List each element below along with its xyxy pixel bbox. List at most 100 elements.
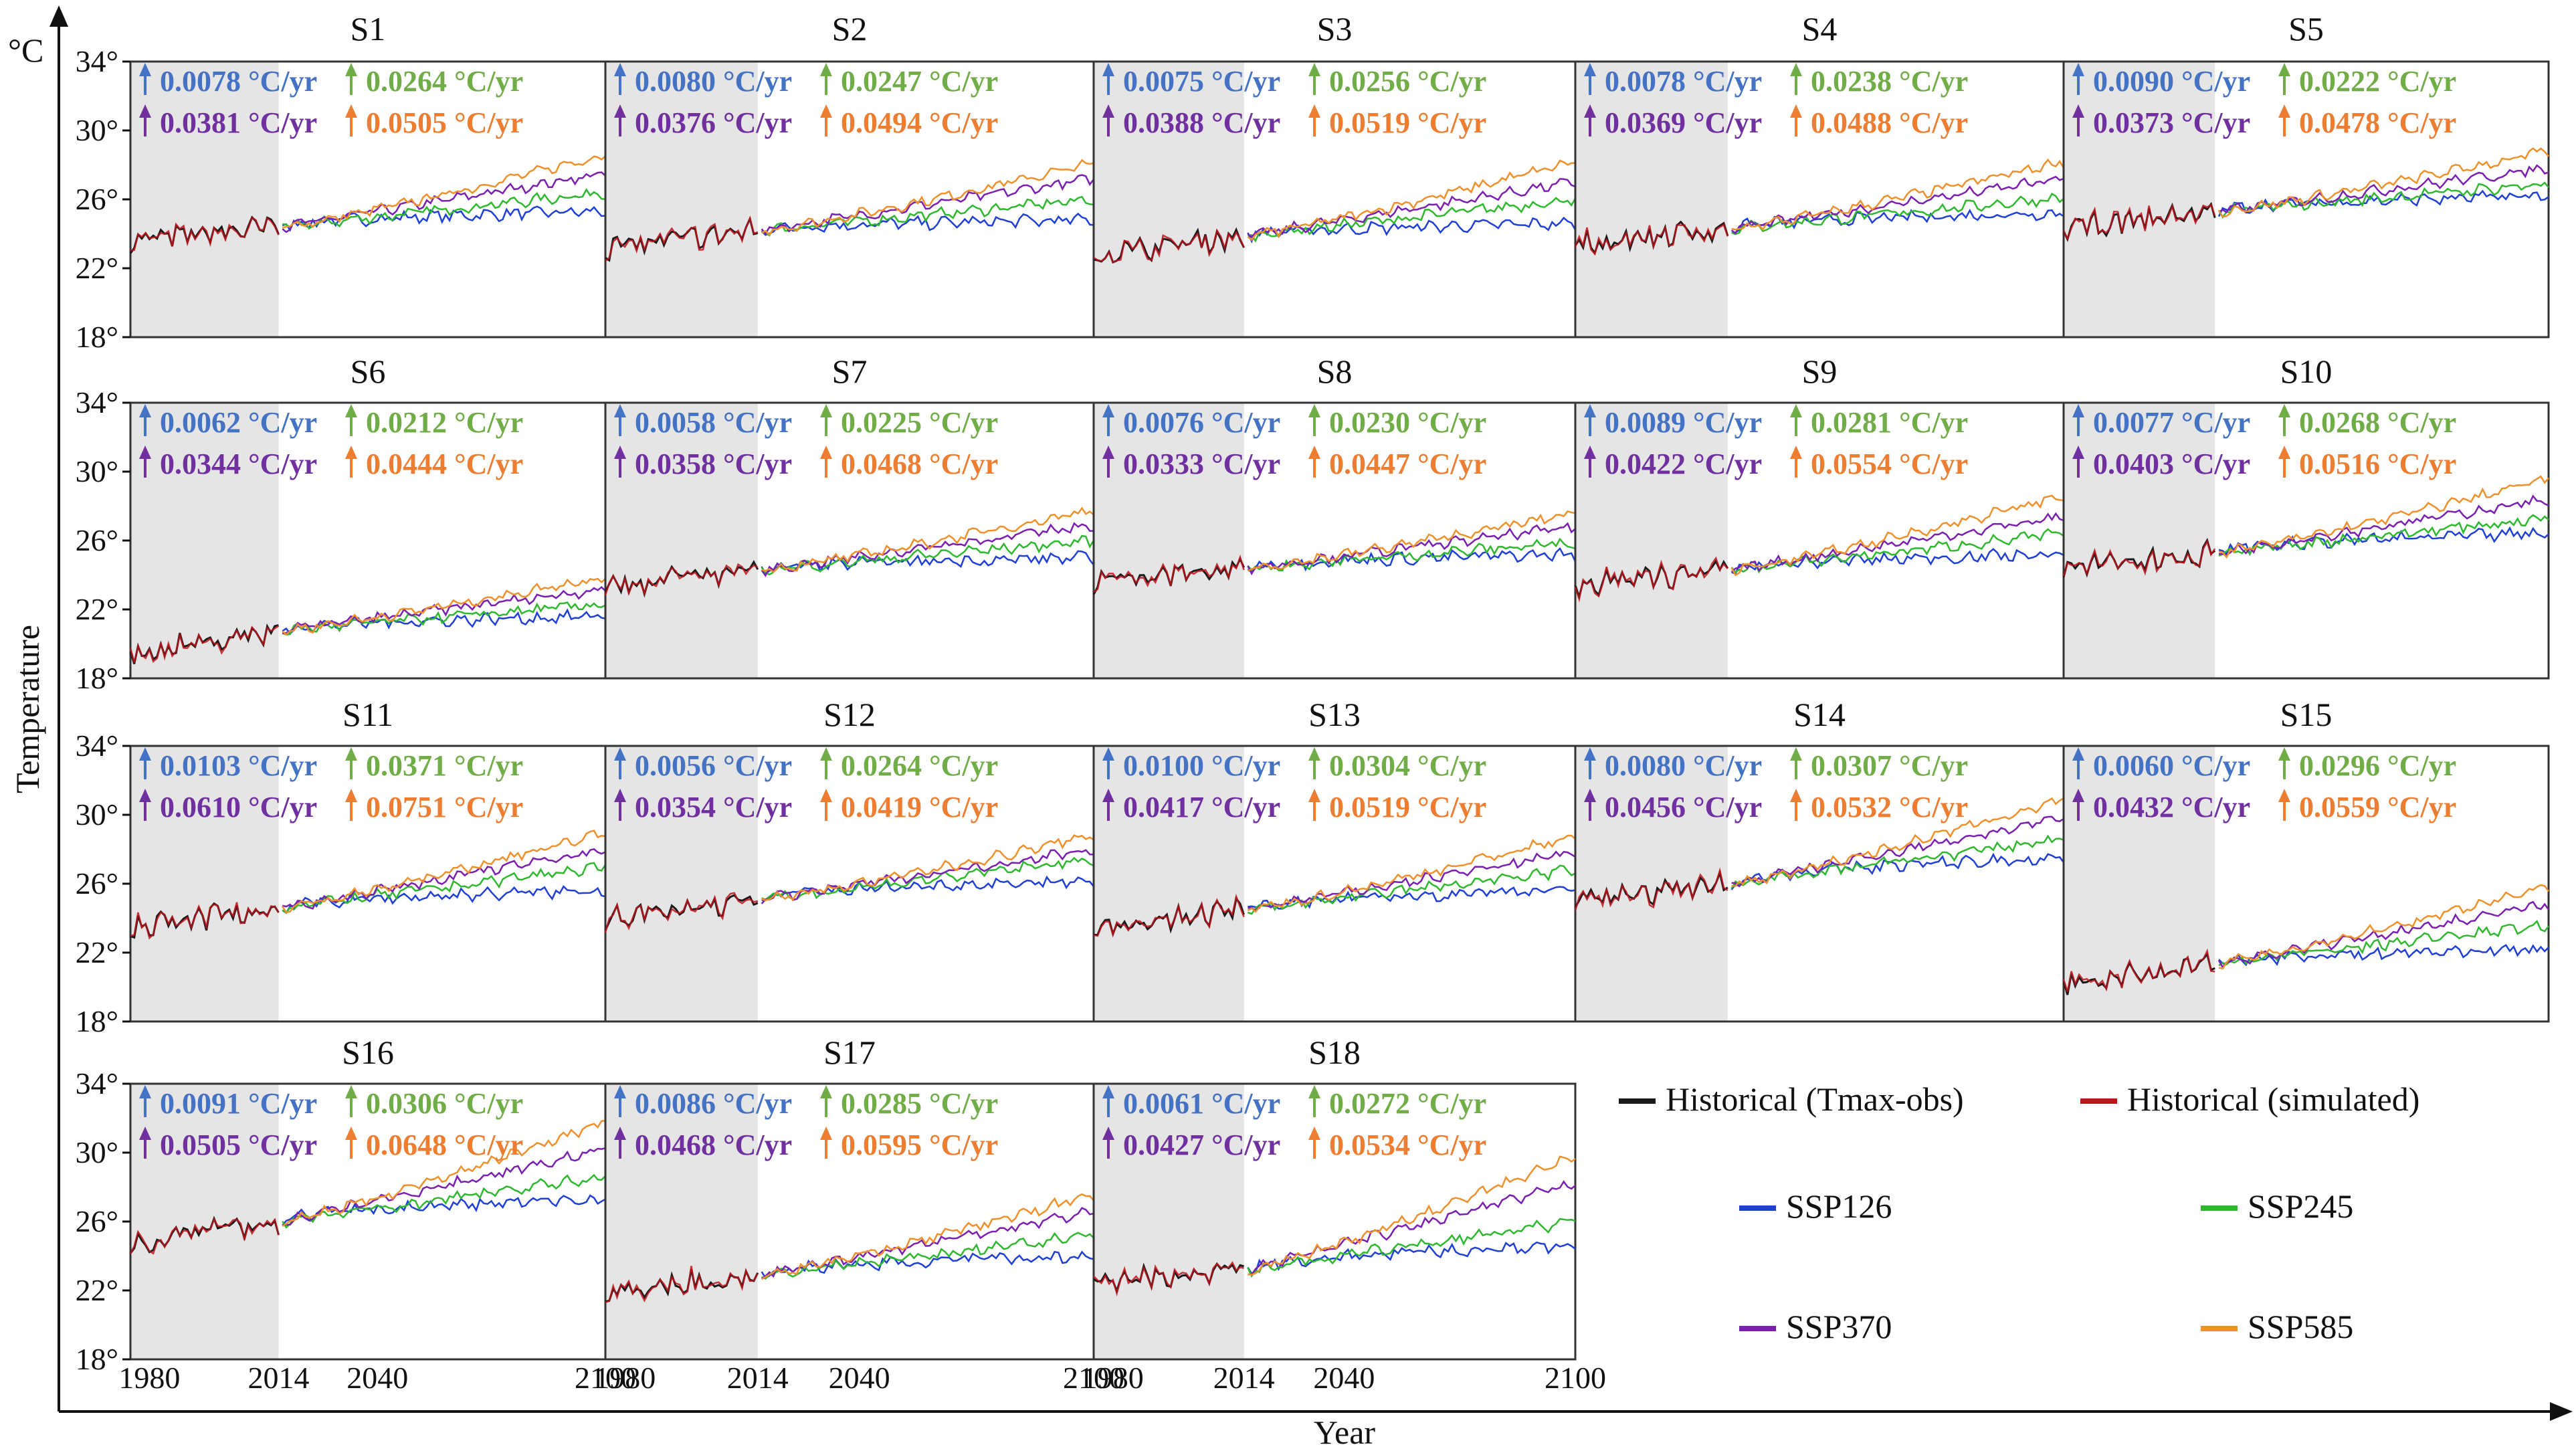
trend-arrowhead-icon	[139, 104, 151, 118]
x-tick-label: 2014	[1213, 1361, 1275, 1395]
trend-value: 0.0304 °C/yr	[1329, 749, 1486, 782]
trend-value: 0.0344 °C/yr	[160, 448, 317, 480]
series-ssp245	[2218, 919, 2549, 967]
trend-ssp126: 0.0090 °C/yr	[2072, 63, 2250, 98]
trend-ssp126: 0.0076 °C/yr	[1102, 404, 1280, 439]
trend-arrowhead-icon	[1102, 1085, 1114, 1098]
y-tick-label: 26°	[76, 866, 118, 900]
legend: Historical (Tmax-obs) Historical (simulat…	[1619, 1080, 2419, 1345]
series-historical-simulated	[605, 1266, 759, 1303]
series-ssp370	[282, 171, 606, 233]
series-historical-simulated	[1093, 228, 1245, 264]
trend-value: 0.0256 °C/yr	[1329, 65, 1486, 98]
trend-value: 0.0519 °C/yr	[1329, 106, 1486, 139]
trend-arrowhead-icon	[139, 446, 151, 459]
trend-arrowhead-icon	[345, 747, 357, 761]
y-tick-label: 22°	[76, 935, 118, 969]
panel-title: S17	[823, 1034, 876, 1071]
trend-value: 0.0268 °C/yr	[2299, 406, 2456, 439]
y-tick-label: 22°	[76, 592, 118, 626]
trend-value: 0.0519 °C/yr	[1329, 791, 1486, 823]
series-historical-simulated	[130, 902, 280, 940]
trend-ssp245: 0.0304 °C/yr	[1308, 747, 1486, 782]
panel-title: S5	[2288, 10, 2324, 47]
trend-arrowhead-icon	[2072, 404, 2084, 417]
panel-grid: 18° 22° 26° 30° 34° S1 0.0078 °C/yr 0.0264 °C/y…	[76, 10, 2550, 1376]
x-tick-label: 2040	[829, 1361, 890, 1395]
series-historical-simulated	[1093, 554, 1245, 593]
historical-shading	[130, 746, 279, 1022]
trend-arrowhead-icon	[1308, 747, 1320, 761]
trend-arrowhead-icon	[1308, 789, 1320, 802]
trend-value: 0.0371 °C/yr	[366, 749, 523, 782]
trend-ssp370: 0.0456 °C/yr	[1584, 789, 1762, 823]
trend-arrowhead-icon	[345, 1127, 357, 1140]
trend-arrowhead-icon	[1584, 446, 1596, 459]
series-historical-simulated	[604, 563, 759, 597]
trend-ssp245: 0.0306 °C/yr	[345, 1085, 523, 1120]
y-tick-label: 34°	[76, 1066, 118, 1100]
panel-title: S9	[1802, 353, 1838, 390]
series-ssp245	[282, 862, 607, 914]
legend-item-ssp370: SSP370	[1739, 1308, 1892, 1345]
panel-s10: S10 0.0077 °C/yr 0.0268 °C/yr 0.0403 °C/yr 0…	[2062, 353, 2550, 680]
series-ssp370	[761, 1207, 1094, 1280]
trend-arrowhead-icon	[1308, 63, 1320, 76]
trend-value: 0.0468 °C/yr	[841, 448, 998, 480]
trend-value: 0.0307 °C/yr	[1811, 749, 1968, 782]
trend-ssp585: 0.0488 °C/yr	[1790, 104, 1968, 139]
trend-value: 0.0610 °C/yr	[160, 791, 317, 823]
series-historical-simulated	[129, 625, 280, 663]
trend-arrowhead-icon	[2072, 446, 2084, 459]
trend-arrowhead-icon	[2278, 63, 2290, 76]
trend-value: 0.0422 °C/yr	[1605, 448, 1762, 480]
trend-ssp245: 0.0264 °C/yr	[820, 747, 998, 782]
trend-arrowhead-icon	[345, 63, 357, 76]
trend-ssp585: 0.0447 °C/yr	[1308, 446, 1486, 480]
trend-ssp585: 0.0534 °C/yr	[1308, 1127, 1486, 1161]
series-ssp245	[1731, 192, 2064, 235]
panel-s17: S17 0.0086 °C/yr 0.0285 °C/yr 0.0468 °C/yr 0…	[604, 1034, 1095, 1361]
series-ssp370	[1247, 522, 1576, 576]
trend-ssp245: 0.0371 °C/yr	[345, 747, 523, 782]
series-ssp585	[2218, 475, 2549, 559]
trend-value: 0.0447 °C/yr	[1329, 448, 1486, 480]
trend-arrowhead-icon	[1584, 747, 1596, 761]
trend-arrowhead-icon	[139, 747, 151, 761]
trend-ssp370: 0.0427 °C/yr	[1102, 1127, 1280, 1161]
trend-value: 0.0075 °C/yr	[1123, 65, 1280, 98]
y-tick-label: 30°	[76, 113, 118, 147]
trend-value: 0.0225 °C/yr	[841, 406, 998, 439]
trend-value: 0.0505 °C/yr	[160, 1129, 317, 1161]
panel-title: S1	[351, 10, 386, 47]
trend-value: 0.0080 °C/yr	[1605, 749, 1762, 782]
trend-value: 0.0058 °C/yr	[635, 406, 792, 439]
y-tick-label: 26°	[76, 182, 118, 216]
trend-ssp245: 0.0247 °C/yr	[820, 63, 998, 98]
series-historical-simulated	[1574, 556, 1728, 603]
series-ssp245	[1247, 537, 1576, 572]
trend-value: 0.0296 °C/yr	[2299, 749, 2456, 782]
trend-arrowhead-icon	[614, 104, 626, 118]
trend-ssp245: 0.0256 °C/yr	[1308, 63, 1486, 98]
trend-value: 0.0444 °C/yr	[366, 448, 523, 480]
series-ssp370	[1248, 1180, 1576, 1276]
trend-ssp585: 0.0505 °C/yr	[345, 104, 523, 139]
trend-ssp126: 0.0077 °C/yr	[2072, 404, 2250, 439]
panel-s15: S15 0.0060 °C/yr 0.0296 °C/yr 0.0432 °C/yr 0…	[2062, 696, 2550, 1023]
series-ssp126	[282, 885, 606, 914]
trend-value: 0.0086 °C/yr	[635, 1087, 792, 1120]
trend-arrowhead-icon	[820, 1127, 832, 1140]
legend-item-ssp126: SSP126	[1739, 1187, 1892, 1225]
trend-arrowhead-icon	[2278, 747, 2290, 761]
legend-item-obs: Historical (Tmax-obs)	[1619, 1080, 1964, 1118]
panel-s13: S13 0.0100 °C/yr 0.0304 °C/yr 0.0417 °C/yr 0…	[1092, 696, 1577, 1023]
y-tick-label: 26°	[76, 523, 118, 557]
series-ssp245	[1730, 834, 2064, 889]
panel-title: S6	[351, 353, 386, 390]
x-tick-label: 1980	[594, 1361, 656, 1395]
trend-arrowhead-icon	[820, 1085, 832, 1098]
panel-frame	[2062, 401, 2550, 680]
y-tick-label: 18°	[76, 1342, 118, 1376]
trend-ssp585: 0.0554 °C/yr	[1790, 446, 1968, 480]
